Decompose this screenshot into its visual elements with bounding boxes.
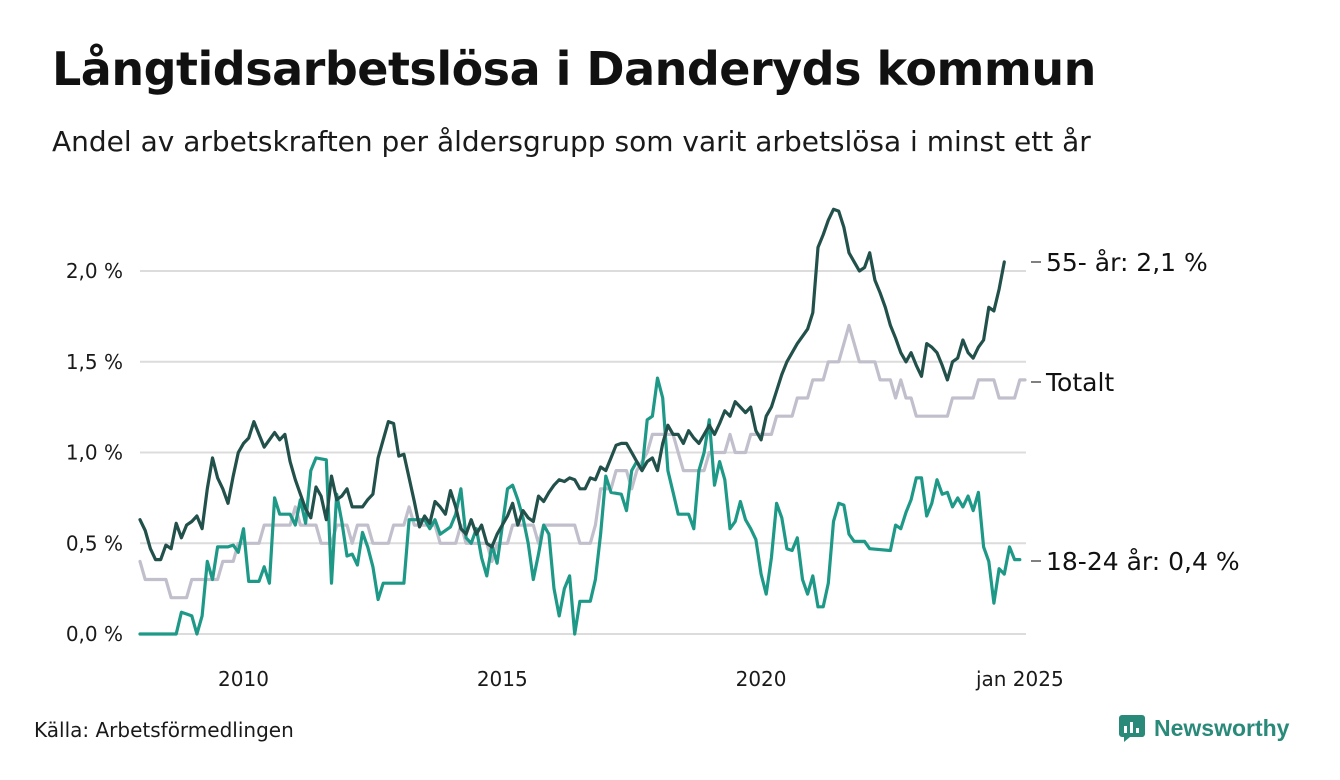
- series-lines: [138, 207, 1027, 636]
- brand-name: Newsworthy: [1154, 714, 1290, 741]
- chart-subtitle: Andel av arbetskraften per åldersgrupp s…: [52, 125, 1091, 158]
- chart-title: Långtidsarbetslösa i Danderyds kommun: [52, 42, 1096, 96]
- source-note: Källa: Arbetsförmedlingen: [34, 718, 294, 742]
- series-end-label: 55- år: 2,1 %: [1046, 248, 1208, 277]
- x-tick-label: 2020: [736, 667, 787, 691]
- x-tick-label: jan 2025: [975, 667, 1064, 691]
- y-axis-ticks: 0,0 % 0,5 % 1,0 % 1,5 % 2,0 %: [66, 259, 123, 646]
- newsworthy-chart-icon: [1119, 715, 1145, 742]
- y-tick-label: 2,0 %: [66, 259, 123, 283]
- x-tick-label: 2015: [477, 667, 528, 691]
- series-line-2: [138, 207, 1006, 562]
- series-end-labels: Totalt 18-24 år: 0,4 % 55- år: 2,1 %: [1031, 248, 1240, 576]
- series-end-label: 18-24 år: 0,4 %: [1046, 547, 1240, 576]
- y-tick-label: 0,0 %: [66, 622, 123, 646]
- x-axis-ticks: 2010 2015 2020 jan 2025: [218, 667, 1064, 691]
- series-line-0: [138, 323, 1027, 600]
- line-chart: 0,0 % 0,5 % 1,0 % 1,5 % 2,0 % 2010 2015 2020 ja…: [66, 207, 1240, 691]
- y-tick-label: 0,5 %: [66, 531, 123, 555]
- brand-logo: Newsworthy: [1118, 714, 1289, 742]
- x-tick-label: 2010: [218, 667, 269, 691]
- y-tick-label: 1,0 %: [66, 441, 123, 465]
- gridlines: [140, 270, 1026, 635]
- series-end-label: Totalt: [1045, 368, 1114, 397]
- series-line-1: [138, 376, 1022, 636]
- y-tick-label: 1,5 %: [66, 350, 123, 374]
